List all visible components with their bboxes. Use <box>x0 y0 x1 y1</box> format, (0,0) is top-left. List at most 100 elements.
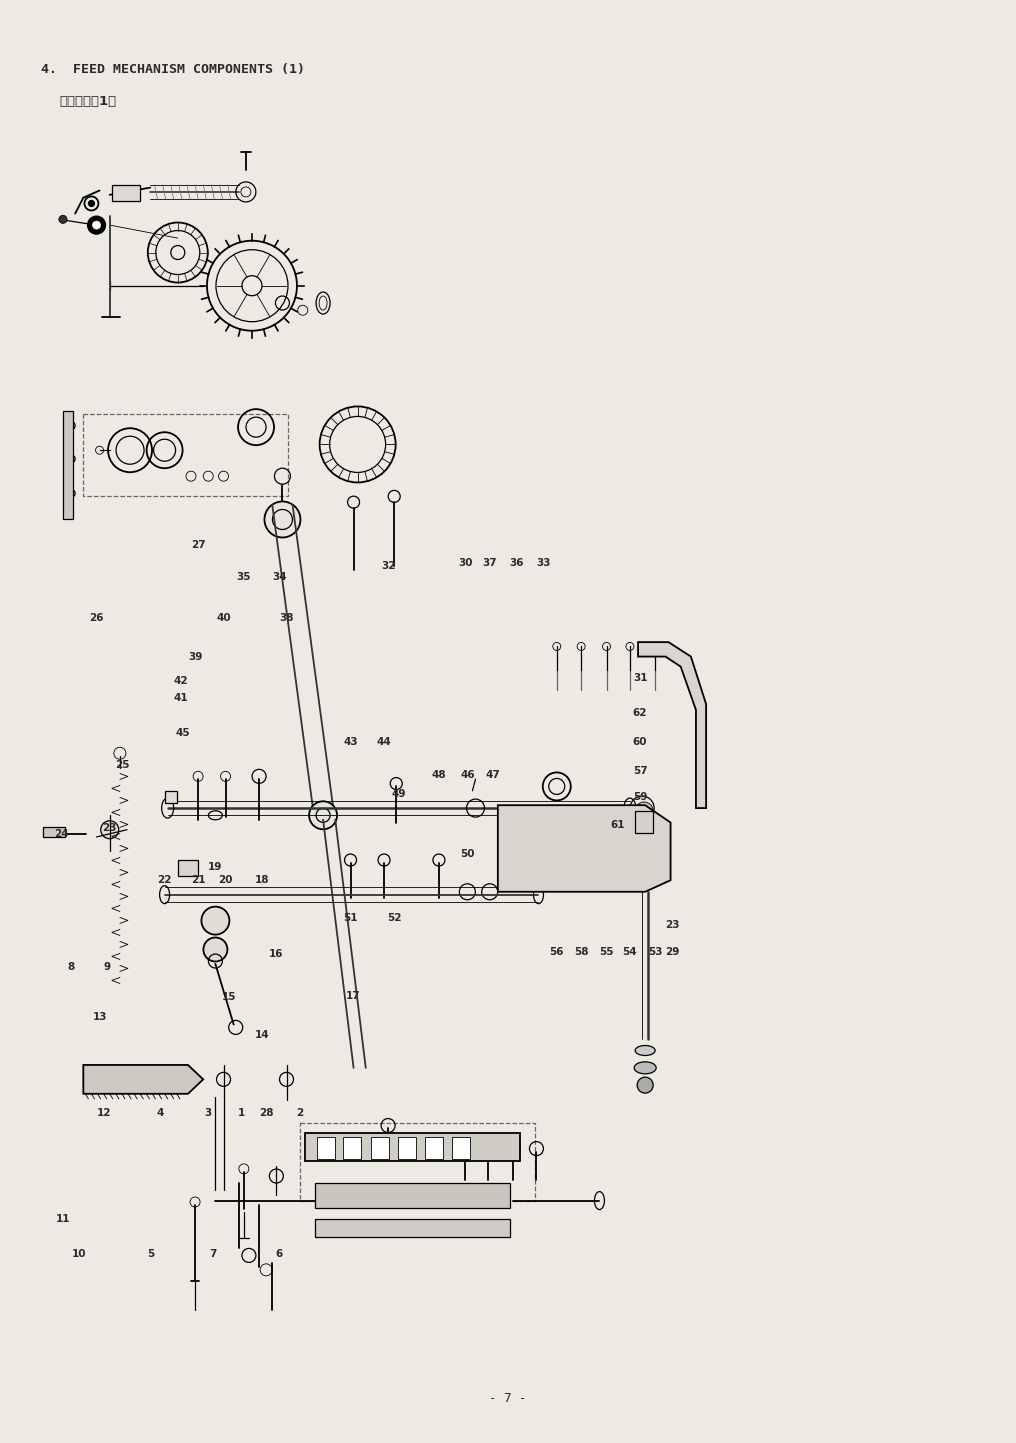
Text: 42: 42 <box>174 677 188 685</box>
Text: 43: 43 <box>343 737 358 746</box>
Text: 4.  FEED MECHANISM COMPONENTS (1): 4. FEED MECHANISM COMPONENTS (1) <box>41 63 305 76</box>
Polygon shape <box>498 805 671 892</box>
Bar <box>635 811 653 833</box>
Text: 25: 25 <box>115 760 129 769</box>
Text: 6: 6 <box>275 1250 283 1258</box>
Text: 57: 57 <box>633 766 647 775</box>
Text: 4: 4 <box>156 1108 165 1117</box>
Bar <box>371 1137 389 1159</box>
Text: 61: 61 <box>611 821 625 830</box>
Bar <box>305 1133 520 1160</box>
Text: 60: 60 <box>633 737 647 746</box>
Text: 49: 49 <box>391 789 405 798</box>
Text: 2: 2 <box>296 1108 304 1117</box>
Text: 21: 21 <box>191 876 205 885</box>
Text: 13: 13 <box>92 1013 107 1022</box>
Text: 48: 48 <box>432 771 446 779</box>
Text: - 7 -: - 7 - <box>490 1392 526 1405</box>
Text: 50: 50 <box>460 850 474 859</box>
Bar <box>165 791 177 802</box>
Text: 14: 14 <box>255 1030 269 1039</box>
Text: 26: 26 <box>89 613 104 622</box>
Circle shape <box>201 906 230 935</box>
Bar <box>300 1123 534 1201</box>
Text: 3: 3 <box>204 1108 212 1117</box>
Text: 47: 47 <box>486 771 500 779</box>
Bar <box>343 1137 362 1159</box>
Polygon shape <box>638 642 706 808</box>
Circle shape <box>59 215 67 224</box>
Bar <box>83 414 289 496</box>
Circle shape <box>635 802 653 820</box>
Text: 1: 1 <box>238 1108 246 1117</box>
Text: 39: 39 <box>188 652 202 661</box>
Text: 62: 62 <box>633 709 647 717</box>
Text: 41: 41 <box>174 694 188 703</box>
Text: 34: 34 <box>272 573 287 582</box>
Circle shape <box>101 821 119 838</box>
Text: 9: 9 <box>103 962 111 971</box>
Text: 18: 18 <box>255 876 269 885</box>
Text: 56: 56 <box>550 948 564 957</box>
Circle shape <box>611 823 633 846</box>
Bar <box>63 411 73 519</box>
Text: 54: 54 <box>623 948 637 957</box>
Text: 19: 19 <box>208 863 223 872</box>
Text: 11: 11 <box>56 1215 70 1224</box>
Text: 52: 52 <box>387 913 401 922</box>
Bar <box>317 1137 335 1159</box>
Text: 28: 28 <box>259 1108 273 1117</box>
Text: 12: 12 <box>97 1108 111 1117</box>
Text: 17: 17 <box>346 991 361 1000</box>
Text: 37: 37 <box>483 558 497 567</box>
Text: 29: 29 <box>665 948 680 957</box>
Text: 38: 38 <box>279 613 294 622</box>
Text: 58: 58 <box>574 948 588 957</box>
Text: 33: 33 <box>536 558 551 567</box>
Text: 40: 40 <box>216 613 231 622</box>
Bar <box>315 1183 510 1208</box>
Text: 44: 44 <box>377 737 391 746</box>
Circle shape <box>92 221 101 229</box>
Text: 23: 23 <box>103 824 117 833</box>
Text: 22: 22 <box>157 876 172 885</box>
Text: 31: 31 <box>633 674 647 683</box>
Bar <box>398 1137 417 1159</box>
Text: 36: 36 <box>509 558 523 567</box>
Text: 35: 35 <box>237 573 251 582</box>
Circle shape <box>264 502 301 537</box>
Text: 5: 5 <box>146 1250 154 1258</box>
Bar <box>452 1137 470 1159</box>
Circle shape <box>637 1076 653 1094</box>
Text: 51: 51 <box>343 913 358 922</box>
Bar <box>112 185 140 201</box>
Text: 23: 23 <box>665 921 680 929</box>
Text: 45: 45 <box>176 729 190 737</box>
Bar <box>43 827 65 837</box>
Text: 送り関係（1）: 送り関係（1） <box>59 95 116 108</box>
Circle shape <box>203 938 228 961</box>
Text: 46: 46 <box>460 771 474 779</box>
Circle shape <box>88 201 94 206</box>
Text: 32: 32 <box>381 561 395 570</box>
Text: 8: 8 <box>67 962 75 971</box>
Text: 59: 59 <box>633 792 647 801</box>
Circle shape <box>87 216 106 234</box>
Text: 15: 15 <box>221 993 236 1001</box>
Text: 10: 10 <box>72 1250 86 1258</box>
Text: 7: 7 <box>209 1250 217 1258</box>
Bar <box>425 1137 443 1159</box>
Text: 20: 20 <box>218 876 233 885</box>
Polygon shape <box>83 1065 203 1094</box>
Bar <box>178 860 198 876</box>
Text: 27: 27 <box>191 541 205 550</box>
Text: 24: 24 <box>54 830 68 838</box>
Bar <box>315 1219 510 1237</box>
Ellipse shape <box>635 1046 655 1055</box>
Text: 16: 16 <box>269 949 283 958</box>
Ellipse shape <box>634 1062 656 1074</box>
Circle shape <box>309 801 337 830</box>
Text: 53: 53 <box>648 948 662 957</box>
Text: 55: 55 <box>599 948 614 957</box>
Text: 30: 30 <box>458 558 472 567</box>
